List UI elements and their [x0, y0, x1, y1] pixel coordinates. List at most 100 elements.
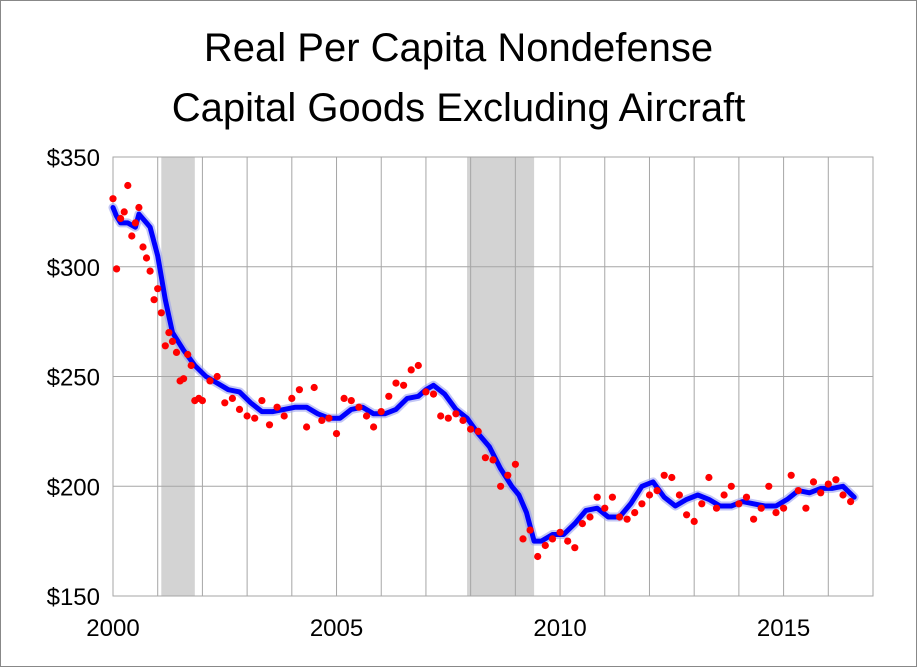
data-point	[497, 482, 505, 490]
data-point	[180, 375, 188, 383]
data-point	[765, 482, 773, 490]
data-point	[601, 504, 609, 512]
data-point	[444, 414, 452, 422]
trend-line	[110, 205, 857, 544]
data-point	[347, 397, 355, 405]
data-point	[504, 471, 512, 479]
data-point	[400, 381, 408, 389]
chart-title-line-2: Capital Goods Excluding Aircraft	[171, 86, 746, 130]
data-point	[564, 537, 572, 545]
data-point	[288, 394, 296, 402]
data-point	[109, 195, 117, 203]
y-tick-label: $150	[47, 584, 100, 611]
monthly-points-group	[109, 181, 855, 561]
data-point	[161, 342, 169, 350]
data-point	[187, 361, 195, 370]
data-point	[213, 372, 221, 381]
data-point	[407, 366, 415, 374]
data-point	[623, 515, 631, 523]
data-point	[243, 412, 251, 420]
data-point	[273, 403, 281, 411]
data-point	[519, 535, 527, 543]
data-point	[332, 430, 341, 438]
data-point	[437, 412, 445, 420]
data-point	[146, 267, 154, 275]
data-point	[615, 513, 624, 521]
data-point	[318, 416, 326, 424]
data-point	[113, 265, 121, 273]
data-point	[355, 403, 363, 411]
trend-line-group	[108, 203, 859, 546]
data-point	[675, 491, 684, 499]
data-point	[120, 208, 128, 216]
data-point	[157, 309, 165, 317]
y-axis-tick-labels: $150 $200 $250 $300 $350	[47, 145, 100, 611]
data-point	[459, 416, 467, 424]
data-point	[534, 552, 542, 561]
data-point	[481, 454, 489, 462]
data-point	[802, 504, 810, 512]
y-tick-label: $200	[47, 474, 100, 501]
data-point	[172, 348, 181, 356]
data-point	[168, 337, 177, 345]
data-point	[631, 508, 639, 517]
data-point	[139, 243, 147, 251]
data-point	[772, 508, 780, 517]
x-tick-label: 2010	[533, 615, 586, 642]
data-point	[154, 285, 162, 293]
data-point	[839, 491, 847, 499]
x-tick-label: 2015	[757, 615, 810, 642]
data-point	[131, 219, 139, 227]
data-point	[660, 471, 668, 479]
data-point	[653, 487, 661, 495]
data-point	[265, 421, 274, 429]
data-point	[128, 232, 136, 240]
data-point	[757, 504, 765, 512]
data-point	[847, 498, 855, 506]
data-point	[817, 489, 825, 497]
data-point	[414, 361, 422, 370]
data-point	[235, 405, 244, 413]
data-point	[165, 329, 173, 337]
x-axis-tick-labels: 2000 2005 2010 2015	[86, 615, 810, 642]
data-point	[645, 491, 654, 499]
data-point	[303, 423, 311, 431]
data-point	[117, 214, 125, 223]
data-point	[750, 515, 758, 523]
data-point	[526, 526, 534, 534]
data-point	[280, 412, 288, 420]
data-point	[511, 460, 519, 468]
data-point	[340, 394, 348, 402]
data-point	[571, 544, 579, 552]
data-point	[668, 473, 676, 482]
chart-title: Real Per Capita Nondefense Capital Goods…	[0, 18, 917, 138]
data-point	[541, 541, 549, 550]
data-point	[422, 388, 430, 396]
data-point	[370, 423, 378, 431]
data-point	[135, 203, 143, 212]
data-point	[198, 397, 206, 405]
data-point	[221, 399, 229, 407]
data-point	[794, 487, 802, 495]
data-point	[489, 456, 497, 464]
data-point	[325, 414, 333, 422]
data-point	[608, 493, 617, 501]
data-point	[206, 377, 214, 385]
data-point	[142, 254, 151, 262]
data-point	[362, 412, 371, 420]
data-point	[150, 296, 158, 304]
data-point	[429, 390, 438, 398]
data-point	[690, 517, 698, 526]
data-point	[310, 383, 318, 392]
data-point	[377, 408, 385, 416]
x-tick-label: 2005	[310, 615, 363, 642]
data-point	[824, 480, 832, 488]
data-point	[184, 350, 192, 359]
data-point	[593, 493, 601, 501]
data-point	[832, 476, 840, 484]
data-point	[787, 471, 795, 479]
data-point	[742, 493, 751, 501]
data-point	[578, 520, 587, 528]
data-point	[392, 379, 400, 387]
data-point	[727, 482, 735, 490]
